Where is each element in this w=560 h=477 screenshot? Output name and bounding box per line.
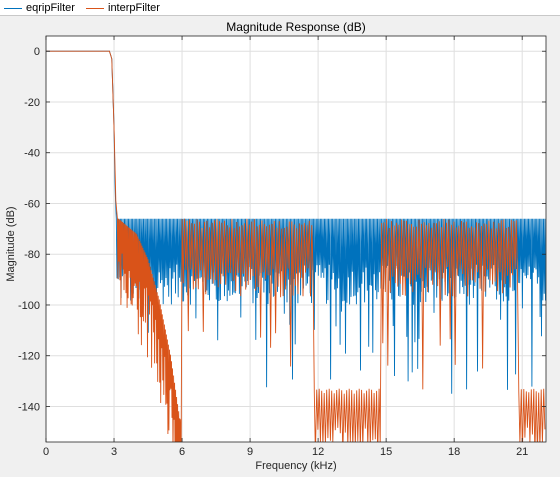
x-tick-label: 0 <box>43 446 49 458</box>
legend: eqripFilter interpFilter <box>0 0 560 16</box>
chart-svg: Magnitude Response (dB) 0 3 6 9 12 15 18 21 0 -2… <box>0 16 560 477</box>
x-tick-label: 6 <box>179 446 185 458</box>
x-tick-label: 18 <box>448 446 460 458</box>
x-tick-label: 9 <box>247 446 253 458</box>
legend-swatch-eqripfilter <box>4 8 22 9</box>
legend-item-eqripfilter[interactable]: eqripFilter <box>4 1 94 15</box>
x-tick-label: 21 <box>516 446 528 458</box>
y-axis-label: Magnitude (dB) <box>5 206 17 281</box>
legend-item-interpfilter[interactable]: interpFilter <box>86 1 186 15</box>
y-tick-label: -100 <box>18 300 40 312</box>
y-tick-label: -20 <box>24 97 40 109</box>
series-group <box>46 50 546 442</box>
legend-swatch-interpfilter <box>86 8 104 9</box>
plot-area[interactable] <box>45 35 547 455</box>
y-tick-label: -120 <box>18 351 40 363</box>
legend-label: interpFilter <box>108 2 160 14</box>
magnitude-response-chart[interactable]: Magnitude Response (dB) 0 3 6 9 12 15 18 21 0 -2… <box>0 16 560 477</box>
x-axis: 0 3 6 9 12 15 18 21 <box>43 36 528 458</box>
y-tick-label: 0 <box>34 46 40 58</box>
x-tick-label: 12 <box>312 446 324 458</box>
series-line-interpfilter <box>46 50 546 442</box>
y-tick-label: -140 <box>18 401 40 413</box>
axes-box <box>45 35 547 443</box>
chart-title: Magnitude Response (dB) <box>226 20 365 34</box>
x-axis-label: Frequency (kHz) <box>255 460 336 472</box>
y-tick-label: -40 <box>24 148 40 160</box>
y-axis: 0 -20 -40 -60 -80 -100 -120 -140 <box>18 46 546 413</box>
legend-label: eqripFilter <box>26 2 75 14</box>
y-tick-label: -60 <box>24 198 40 210</box>
x-tick-label: 3 <box>111 446 117 458</box>
x-tick-label: 15 <box>380 446 392 458</box>
y-tick-label: -80 <box>24 249 40 261</box>
